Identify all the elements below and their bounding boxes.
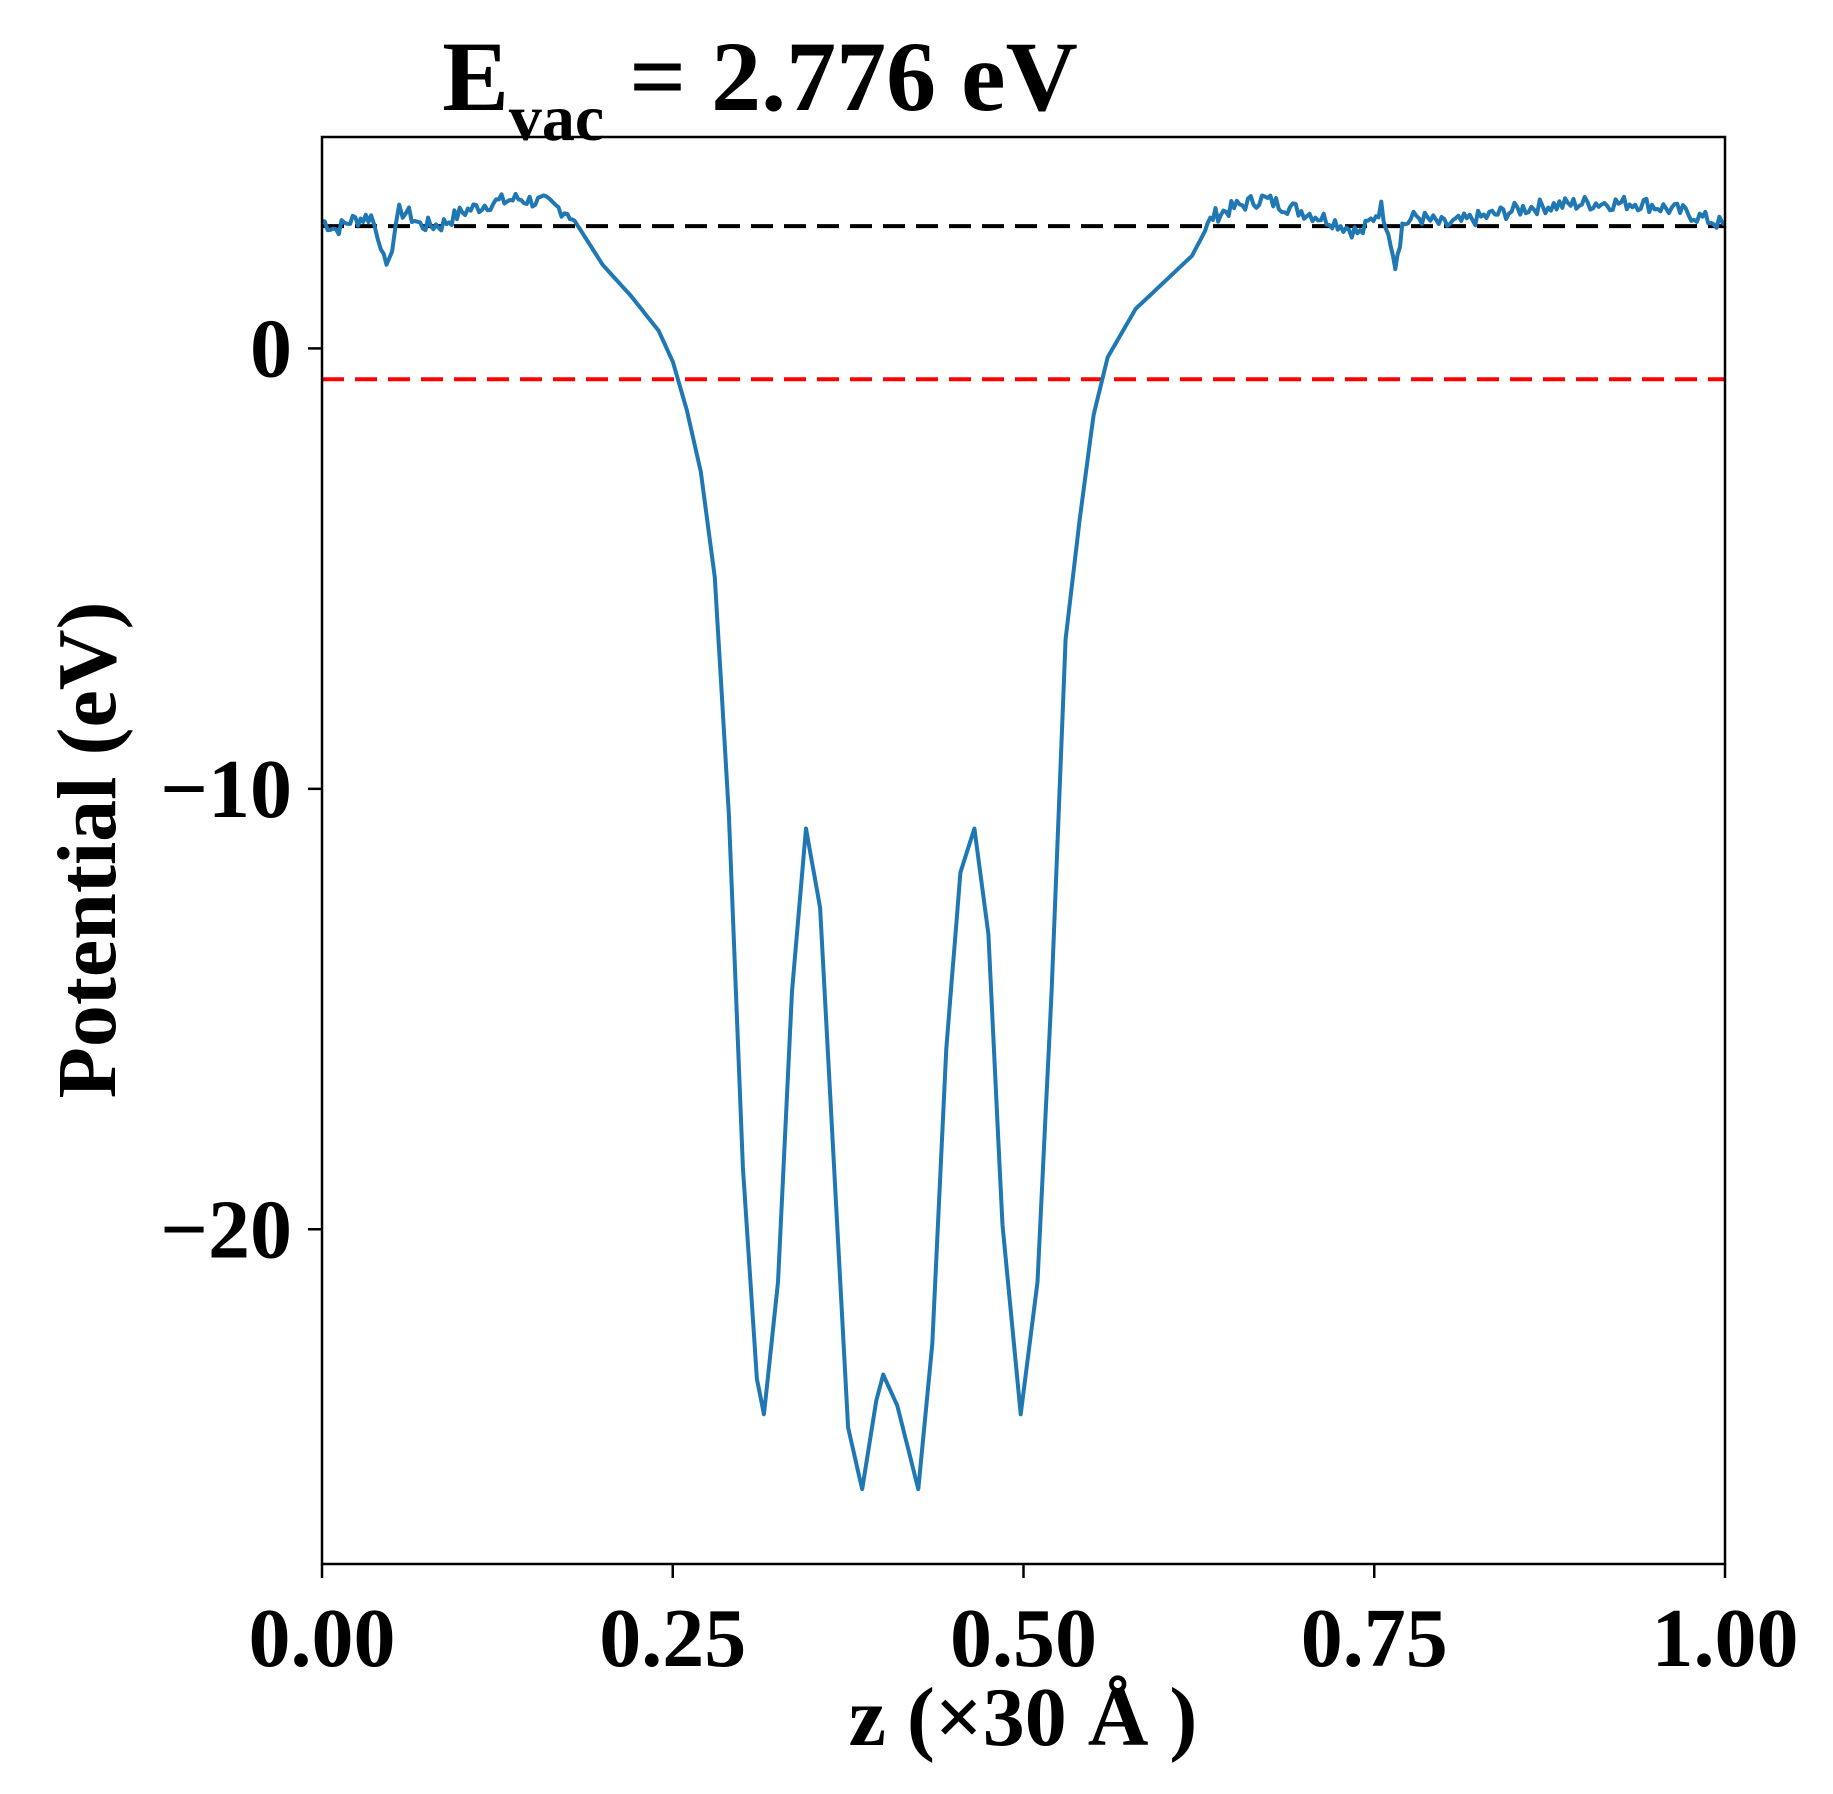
- series-line-potential: [321, 191, 1727, 1492]
- x-axis: 0.00 0.25 0.50 0.75 1.00: [249, 1564, 1799, 1685]
- plot-area: [321, 191, 1727, 1492]
- axes-frame: [320, 135, 1727, 1566]
- x-tick-label: 0.75: [1301, 1592, 1448, 1685]
- x-tick-label: 1.00: [1652, 1592, 1799, 1685]
- y-tick-label: −20: [160, 1183, 292, 1276]
- y-tick-label: 0: [250, 302, 292, 395]
- x-axis-label: z (×30 Å ): [849, 1671, 1198, 1764]
- chart-title: Evac = 2.776 eV: [442, 21, 1078, 155]
- x-tick-label: 0.50: [950, 1592, 1097, 1685]
- x-tick-label: 0.25: [599, 1592, 746, 1685]
- y-axis: 0 −10 −20: [160, 302, 322, 1276]
- y-tick-label: −10: [160, 743, 292, 836]
- x-tick-label: 0.00: [249, 1592, 396, 1685]
- y-axis-label: Potential (eV): [41, 602, 134, 1099]
